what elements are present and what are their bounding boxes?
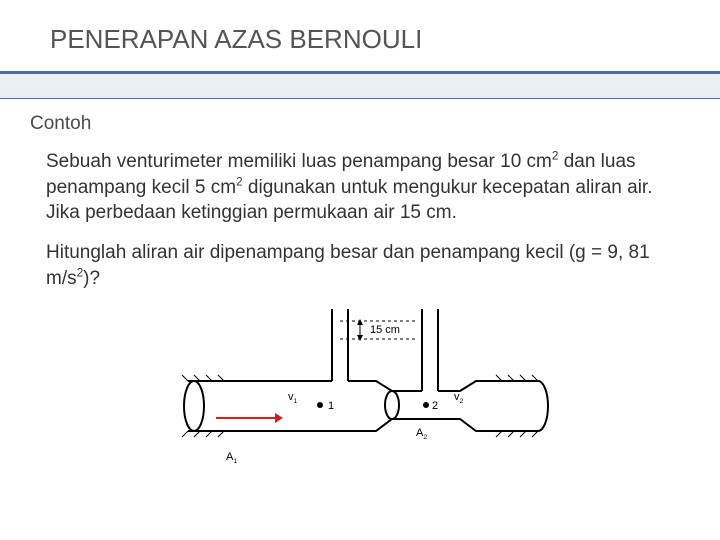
height-label: 15 cm: [370, 324, 400, 336]
a1-label: A1: [226, 451, 237, 463]
point-1-label: 1: [328, 400, 334, 412]
subtitle: Contoh: [0, 99, 720, 135]
flow-arrow-icon: [216, 417, 276, 419]
venturimeter-figure: 1 2 15 cm v1 v2 A1 A2: [160, 309, 560, 479]
v2-label: v2: [454, 391, 463, 403]
v1-label: v1: [288, 391, 297, 403]
point-2-label: 2: [432, 400, 438, 412]
paragraph-1: Sebuah venturimeter memiliki luas penamp…: [0, 135, 720, 226]
slide-title: PENERAPAN AZAS BERNOULI: [0, 0, 720, 55]
paragraph-2: Hitunglah aliran air dipenampang besar d…: [0, 226, 720, 291]
a2-label: A2: [416, 427, 427, 439]
venturimeter-svg: 1 2: [160, 309, 560, 479]
accent-bar: [0, 71, 720, 99]
slide: PENERAPAN AZAS BERNOULI Contoh Sebuah ve…: [0, 0, 720, 540]
